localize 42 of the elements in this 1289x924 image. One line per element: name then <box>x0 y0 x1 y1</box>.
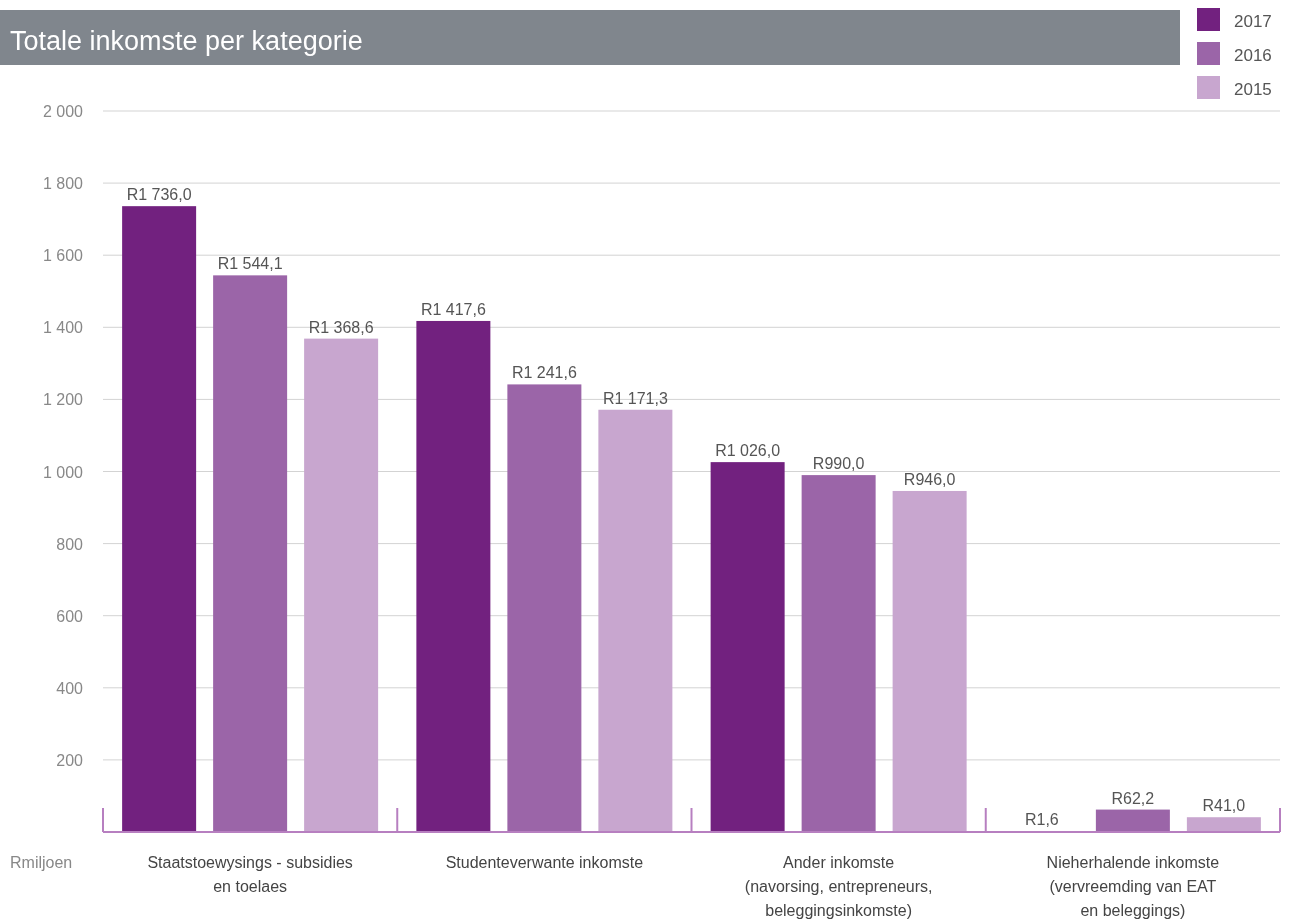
chart-title: Totale inkomste per kategorie <box>10 26 363 56</box>
data-label: R1 736,0 <box>126 186 192 204</box>
x-tick-label: Staatstoewysings - subsidies en toelaes <box>147 854 353 895</box>
data-label: R1 026,0 <box>715 442 781 460</box>
bar <box>507 384 582 832</box>
y-tick-label: 800 <box>56 535 84 553</box>
data-label: R1 368,6 <box>308 318 374 336</box>
x-tick-label: Studenteverwante inkomste <box>445 854 644 871</box>
x-tick-label: Nieherhalende inkomste (vervreemding van EAT en beleggings) <box>1046 854 1220 919</box>
y-tick-label: 1 600 <box>42 247 84 265</box>
bar <box>892 490 967 832</box>
legend-label: 2017 <box>1234 12 1272 31</box>
data-label: R1 171,3 <box>602 389 668 407</box>
data-label: R990,0 <box>812 455 865 473</box>
data-label: R1 241,6 <box>511 364 577 382</box>
data-label: R1,6 <box>1024 811 1059 829</box>
data-label: R1 417,6 <box>420 300 486 318</box>
y-tick-label: 1 400 <box>42 319 84 337</box>
y-tick-label: 200 <box>56 751 84 769</box>
bar <box>1186 817 1261 832</box>
data-label: R946,0 <box>903 470 956 488</box>
bar <box>801 475 876 832</box>
legend-label: 2015 <box>1234 80 1272 99</box>
bar <box>213 275 288 832</box>
y-tick-label: 2 000 <box>42 103 84 120</box>
bar <box>416 320 491 832</box>
bar <box>304 338 379 832</box>
bar <box>710 462 785 832</box>
y-tick-label: 400 <box>56 679 84 697</box>
legend-label: 2016 <box>1234 46 1272 65</box>
bar <box>122 206 197 832</box>
data-label: R62,2 <box>1111 789 1155 807</box>
bar <box>598 409 673 832</box>
y-tick-label: 1 000 <box>42 463 84 481</box>
data-label: R1 544,1 <box>217 255 283 273</box>
data-label: R41,0 <box>1202 797 1246 815</box>
y-tick-label: 1 800 <box>42 175 84 193</box>
y-axis-title: Rmiljoen <box>10 854 73 871</box>
y-tick-label: 1 200 <box>42 391 84 409</box>
x-tick-label: Ander inkomste (navorsing, entrepreneurs, beleggingsinkomste) <box>744 854 933 919</box>
bar <box>1095 809 1170 832</box>
y-tick-label: 600 <box>56 607 84 625</box>
